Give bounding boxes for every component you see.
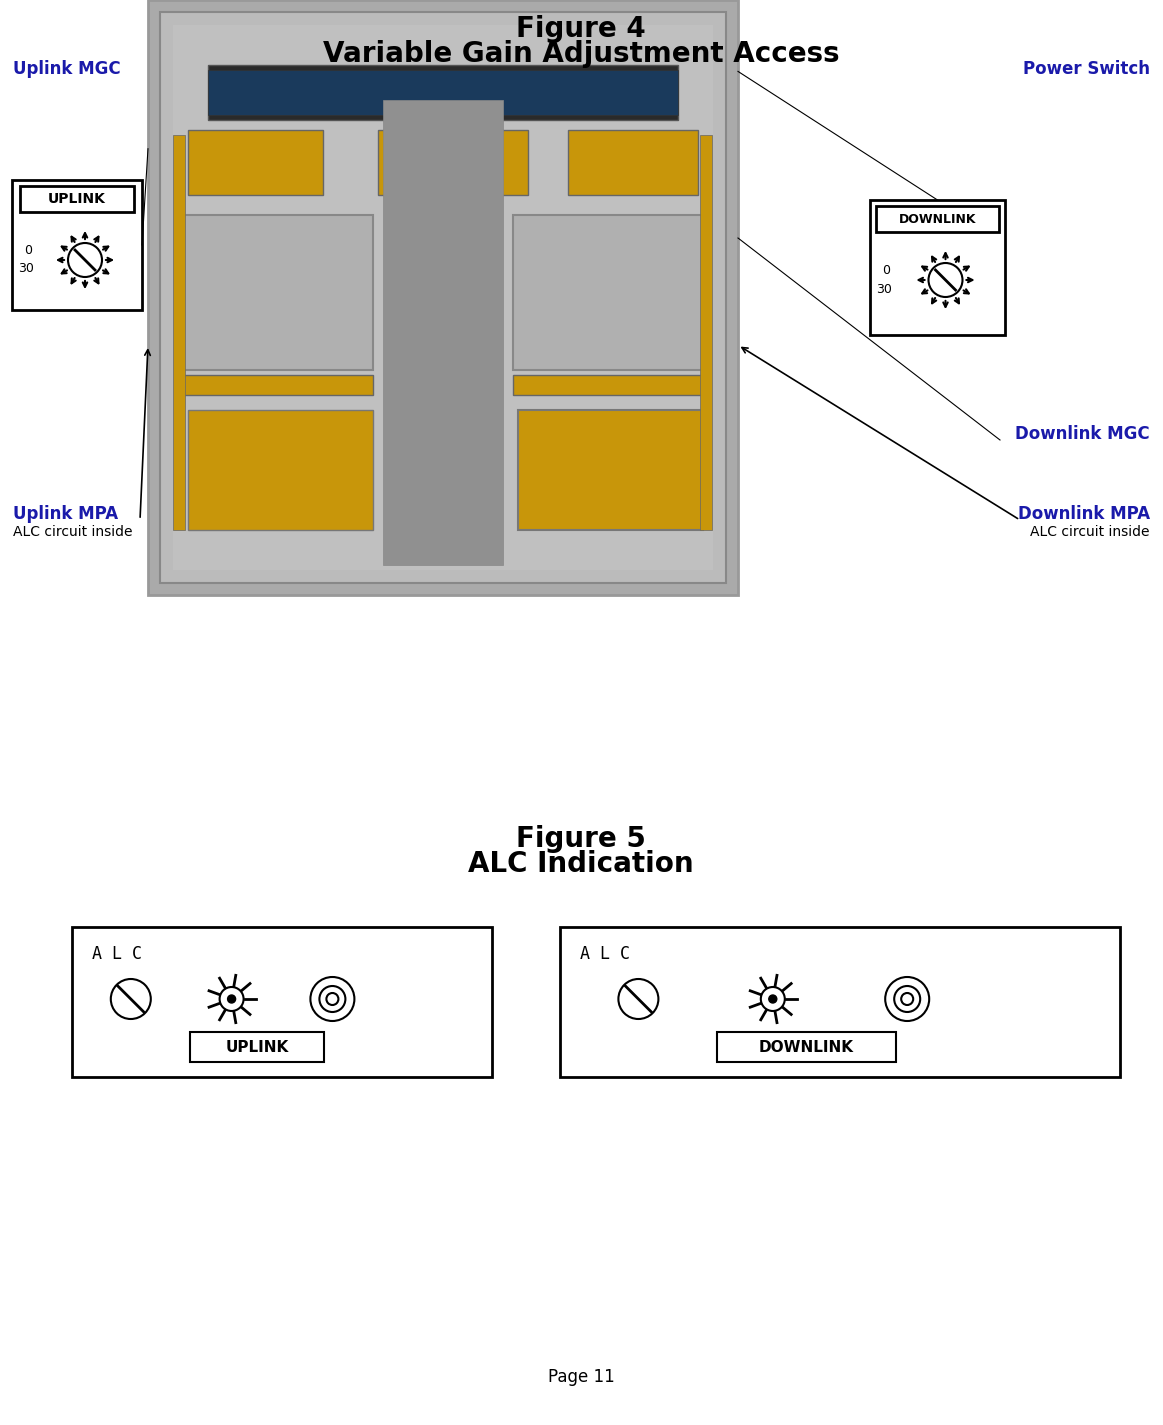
Bar	[178, 375, 373, 395]
Bar	[716, 1032, 896, 1062]
Text: Uplink MPA: Uplink MPA	[13, 504, 119, 523]
Text: Variable Gain Adjustment Access: Variable Gain Adjustment Access	[322, 40, 840, 68]
Text: Uplink MGC: Uplink MGC	[13, 60, 121, 78]
Bar	[208, 66, 678, 120]
Text: Page 11: Page 11	[548, 1368, 614, 1387]
Circle shape	[228, 995, 236, 1003]
Text: UPLINK: UPLINK	[48, 192, 106, 207]
Circle shape	[885, 978, 929, 1020]
Circle shape	[761, 988, 785, 1010]
Bar	[148, 0, 739, 596]
Bar	[870, 200, 1005, 335]
Text: DOWNLINK: DOWNLINK	[899, 212, 976, 225]
Bar	[513, 375, 708, 395]
Circle shape	[619, 979, 658, 1019]
Bar	[700, 135, 712, 530]
Text: ALC circuit inside: ALC circuit inside	[1030, 524, 1150, 539]
Bar	[383, 100, 504, 564]
Text: Power Switch: Power Switch	[1023, 60, 1150, 78]
Circle shape	[894, 986, 920, 1012]
Text: A L C: A L C	[92, 945, 142, 963]
Bar	[561, 928, 1120, 1077]
Bar	[876, 207, 999, 232]
Bar	[568, 130, 698, 195]
Bar	[12, 180, 142, 311]
Bar	[20, 187, 134, 212]
Text: 30: 30	[876, 282, 892, 295]
Circle shape	[320, 986, 345, 1012]
Text: Downlink MGC: Downlink MGC	[1015, 425, 1150, 443]
Text: Figure 5: Figure 5	[516, 825, 645, 854]
Bar	[72, 928, 492, 1077]
Circle shape	[928, 264, 963, 296]
Circle shape	[220, 988, 243, 1010]
Bar	[513, 215, 708, 370]
Bar	[190, 1032, 324, 1062]
Circle shape	[769, 995, 777, 1003]
Bar	[188, 130, 323, 195]
Bar	[518, 410, 702, 530]
Text: A L C: A L C	[580, 945, 630, 963]
Text: ALC circuit inside: ALC circuit inside	[13, 524, 133, 539]
Bar	[188, 410, 373, 530]
Bar	[173, 135, 185, 530]
Bar	[378, 130, 528, 195]
Circle shape	[901, 993, 913, 1005]
Text: 0: 0	[24, 244, 33, 256]
Text: 30: 30	[19, 262, 34, 275]
Circle shape	[67, 244, 102, 276]
Text: Downlink MPA: Downlink MPA	[1018, 504, 1150, 523]
Bar	[178, 215, 373, 370]
Text: Figure 4: Figure 4	[516, 16, 645, 43]
Bar	[208, 70, 678, 115]
Text: ALC Indication: ALC Indication	[469, 849, 694, 878]
Circle shape	[311, 978, 355, 1020]
Circle shape	[327, 993, 338, 1005]
Bar	[173, 26, 713, 570]
Bar	[160, 11, 726, 583]
Text: UPLINK: UPLINK	[226, 1039, 288, 1054]
Text: 0: 0	[882, 264, 890, 276]
Circle shape	[110, 979, 151, 1019]
Text: DOWNLINK: DOWNLINK	[759, 1039, 854, 1054]
